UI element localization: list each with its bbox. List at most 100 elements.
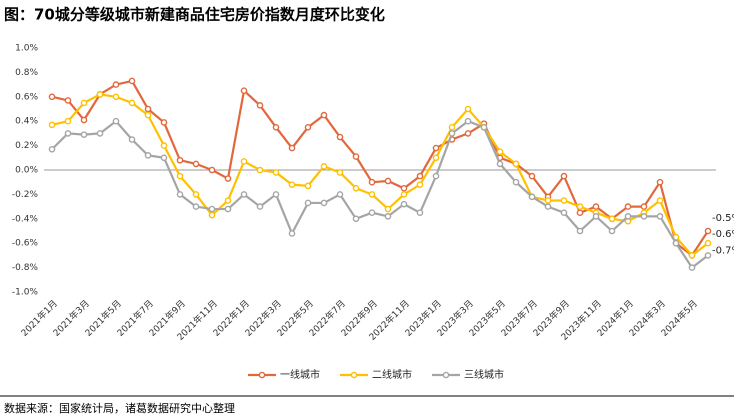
point-marker [192,160,200,168]
point-marker [496,160,504,168]
point-marker [656,213,664,220]
point-marker [576,209,584,216]
point-marker [512,178,520,186]
point-marker [624,213,632,220]
point-marker [480,124,488,131]
point-marker [272,191,280,198]
y-tick-label: 1.0% [15,44,38,54]
y-tick-label: -0.6% [12,239,39,249]
point-marker [304,199,312,207]
point-marker [576,227,584,235]
y-tick-label: -0.4% [12,214,39,224]
point-marker [80,99,88,107]
point-marker [528,172,536,180]
point-marker [176,156,184,164]
point-marker [416,181,424,188]
point-marker [464,130,472,137]
point-marker [608,227,616,235]
point-marker [96,130,104,137]
point-marker [240,158,248,165]
point-marker [288,144,296,152]
point-marker [544,197,552,204]
point-marker [592,203,600,210]
point-marker [336,169,344,176]
point-marker [432,154,440,162]
point-marker [528,193,536,201]
point-marker [112,93,120,101]
point-marker [368,178,376,186]
point-marker [544,203,552,210]
point-marker [224,197,232,204]
point-marker [688,264,696,271]
point-marker [208,205,216,213]
point-marker [80,131,88,138]
point-marker [176,191,184,198]
series-line [51,79,709,257]
point-marker [256,166,264,174]
point-marker [224,205,232,213]
point-marker [208,211,216,219]
point-marker [448,124,456,131]
point-marker [144,152,152,159]
point-marker [240,87,248,94]
y-tick-label: 0.4% [15,117,38,127]
point-marker [144,105,152,113]
point-marker [320,199,328,207]
point-marker [352,184,360,192]
point-marker [352,153,360,160]
point-marker [80,116,88,124]
point-marker [304,124,312,131]
legend-marker [442,371,450,379]
point-marker [576,203,584,210]
point-marker [224,175,232,182]
point-marker [128,77,136,85]
point-marker [304,182,312,190]
point-marker [672,239,680,247]
point-marker [160,142,168,149]
point-marker [416,172,424,180]
point-marker [336,191,344,198]
point-marker [320,111,328,119]
point-marker [160,119,168,126]
legend-label: 一线城市 [280,368,320,381]
point-marker [688,252,696,259]
point-marker [368,191,376,198]
point-marker [240,191,248,198]
legend-label: 二线城市 [372,368,412,381]
point-marker [128,99,136,107]
point-marker [640,203,648,210]
point-marker [416,209,424,216]
point-marker [192,191,200,198]
data-label: -0.6% [712,229,734,240]
y-tick-label: 0.6% [15,92,38,102]
point-marker [64,117,72,125]
point-marker [464,117,472,125]
point-marker [496,148,504,155]
chart-title: 图：70城分等级城市新建商品住宅房价指数月度环比变化 [4,6,385,24]
point-marker [384,177,392,185]
point-marker [704,227,712,235]
legend-marker [258,371,266,379]
y-tick-label: 0.8% [15,68,38,78]
point-marker [592,213,600,220]
point-marker [64,97,72,104]
point-marker [256,102,264,109]
point-marker [112,81,120,88]
point-marker [656,178,664,186]
point-marker [704,239,712,247]
point-marker [432,172,440,180]
point-marker [384,213,392,220]
point-marker [512,160,520,168]
point-marker [288,181,296,188]
y-tick-label: 0.0% [15,166,38,176]
point-marker [464,105,472,113]
data-label: -0.5% [712,213,734,224]
point-marker [272,124,280,131]
point-marker [160,154,168,162]
point-marker [320,163,328,170]
series-line [51,119,709,270]
point-marker [128,136,136,143]
point-marker [432,144,440,152]
point-marker [96,91,104,98]
point-marker [400,184,408,192]
